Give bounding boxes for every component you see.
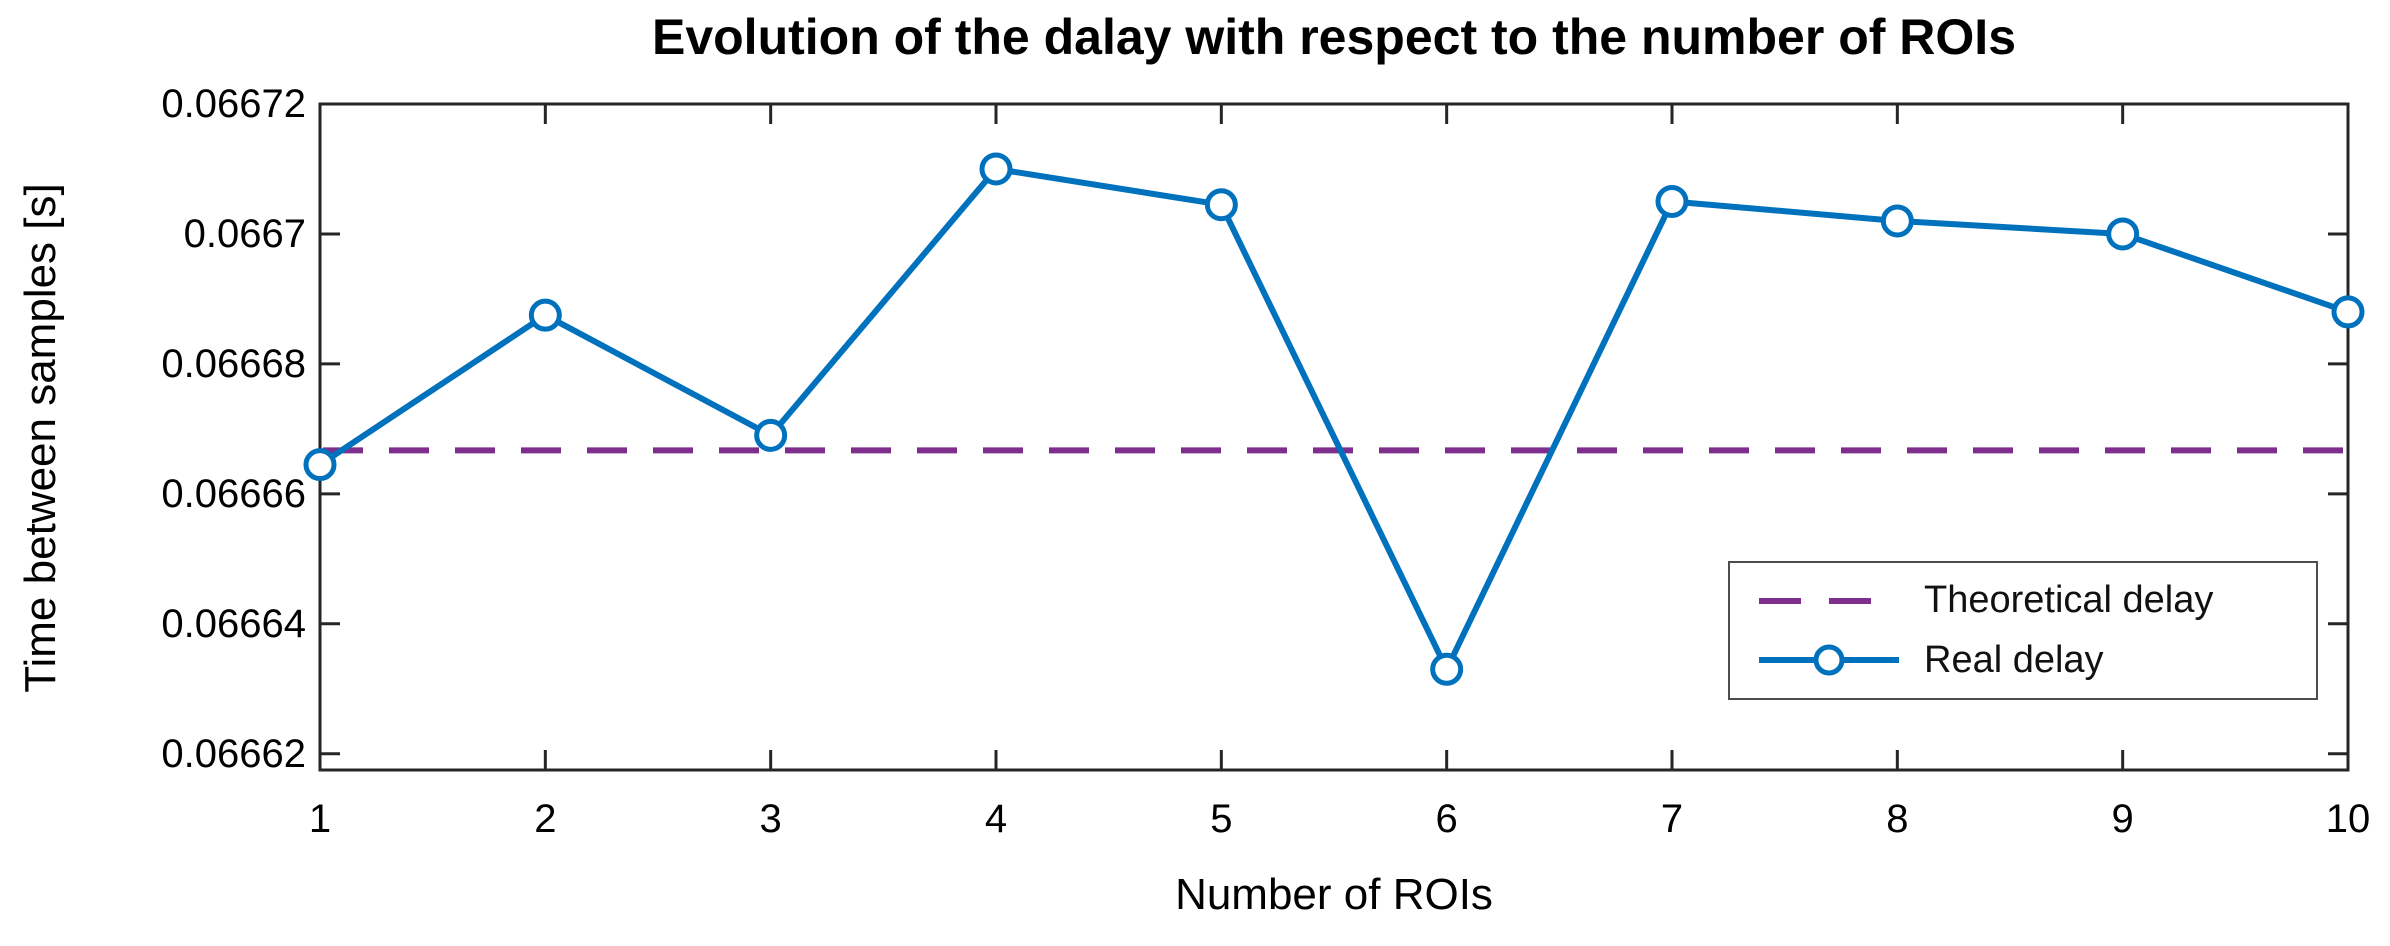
x-tick-label: 2 [534, 797, 557, 841]
legend-row-real: Real delay [1754, 638, 2316, 682]
data-point-marker [1430, 652, 1464, 686]
data-point-marker [2331, 295, 2365, 329]
x-tick-label: 10 [2325, 797, 2371, 841]
x-tick-label: 3 [759, 797, 782, 841]
plot-frame [318, 102, 2350, 772]
real-delay-line [318, 165, 2349, 673]
legend-line-marker-sample [1759, 644, 1899, 676]
legend-row-theoretical: Theoretical delay [1754, 579, 2316, 623]
y-tick-label: 0.0667 [183, 211, 306, 256]
x-tick-label: 7 [1660, 797, 1684, 841]
y-tick-label: 0.06664 [161, 601, 306, 646]
x-tick-label: 1 [308, 797, 332, 841]
legend: Theoretical delay Real delay [1728, 561, 2318, 700]
x-tick-label: 5 [1210, 797, 1233, 841]
legend-label-real-delay: Real delay [1924, 638, 2104, 681]
data-point-marker [754, 418, 788, 452]
data-point-marker [1880, 204, 1914, 238]
legend-dashed-line-sample [1759, 597, 1899, 604]
data-point-marker [1204, 188, 1238, 222]
x-tick-label: 6 [1435, 797, 1458, 841]
chart-title: Evolution of the dalay with respect to t… [651, 9, 2016, 65]
data-point-marker [2106, 217, 2140, 251]
x-tick-label: 9 [2111, 797, 2134, 841]
legend-label-theoretical-delay: Theoretical delay [1924, 579, 2214, 622]
y-tick-label: 0.06666 [161, 471, 306, 516]
data-point-marker [979, 152, 1013, 186]
data-point-marker [303, 448, 337, 482]
y-tick-label: 0.06668 [161, 341, 306, 386]
data-point-marker [1655, 184, 1689, 218]
y-tick-label: 0.06672 [161, 82, 306, 126]
y-tick-label: 0.06662 [161, 731, 306, 776]
data-point-marker [528, 298, 562, 332]
x-tick-label: 8 [1886, 797, 1909, 841]
x-axis-label: Number of ROIs [1175, 870, 1493, 919]
x-tick-label: 4 [984, 797, 1008, 841]
